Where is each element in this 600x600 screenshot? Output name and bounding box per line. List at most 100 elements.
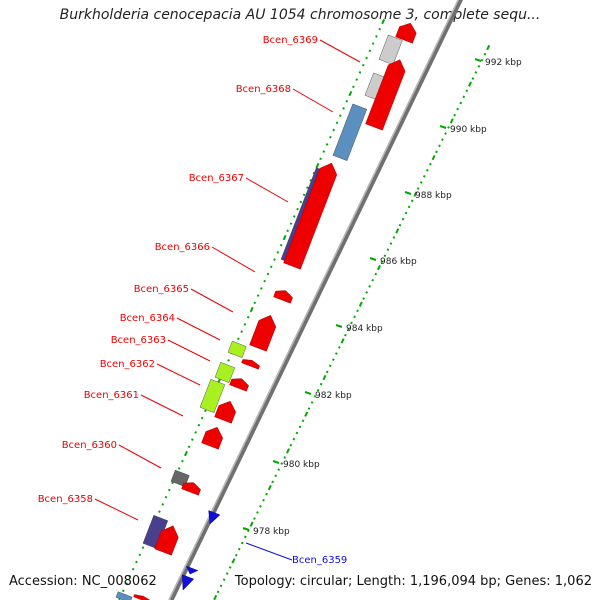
inner-track-dot bbox=[253, 301, 257, 305]
inner-track-dot bbox=[161, 503, 165, 506]
inner-track-dot bbox=[167, 488, 171, 492]
outer-track-dot bbox=[344, 333, 347, 337]
inner-track-tick bbox=[282, 234, 287, 241]
inner-track-tick bbox=[348, 90, 353, 97]
inner-track-dot bbox=[181, 459, 184, 463]
outer-track-dot bbox=[474, 71, 478, 74]
outer-track-dot bbox=[262, 498, 265, 502]
outer-track-dot bbox=[371, 278, 375, 282]
inner-track-dot bbox=[302, 193, 306, 197]
gene-label-leader bbox=[245, 542, 293, 561]
inner-track-dot bbox=[299, 200, 303, 204]
gene-label: Bcen_6358 bbox=[38, 494, 93, 505]
inner-track-dot bbox=[332, 128, 336, 132]
inner-track-dot bbox=[368, 49, 372, 53]
inner-track-dot bbox=[276, 251, 280, 254]
inner-track-dot bbox=[329, 135, 332, 139]
gene-label: Bcen_6365 bbox=[134, 284, 189, 295]
inner-track-dot bbox=[358, 71, 362, 74]
gene-label: Bcen_6369 bbox=[263, 35, 318, 46]
outer-track-dot bbox=[244, 535, 247, 539]
scale-tick bbox=[335, 324, 343, 328]
outer-track-dot bbox=[331, 358, 335, 361]
outer-track-dot bbox=[289, 443, 293, 447]
reverse-gene-arrow-9 bbox=[181, 482, 201, 496]
gene-label-leader bbox=[211, 246, 256, 273]
scale-labels: 978 kbp 980 kbp 982 kbp 984 kbp 986 kbp 988 k… bbox=[242, 58, 522, 537]
gene-label: Bcen_6361 bbox=[84, 390, 139, 401]
inner-track-dot bbox=[375, 35, 378, 38]
outer-track-tick bbox=[431, 154, 436, 161]
outer-track-dot bbox=[453, 113, 456, 117]
outer-track-dot bbox=[328, 364, 332, 368]
inner-track-dot bbox=[204, 409, 207, 413]
outer-track-dot bbox=[219, 584, 223, 588]
outer-track-tick bbox=[358, 301, 363, 307]
inner-track-dot bbox=[227, 359, 230, 362]
inner-track-dot bbox=[243, 323, 247, 326]
reverse-gene-arrow-7 bbox=[214, 400, 236, 424]
inner-track-dot bbox=[296, 207, 299, 211]
outer-track-dot bbox=[435, 150, 438, 154]
outer-track-dot bbox=[338, 346, 341, 349]
reverse-gene-arrow-11 bbox=[133, 594, 151, 600]
inner-track-dot bbox=[141, 546, 145, 549]
category-box-7 bbox=[170, 469, 190, 487]
outer-track-dot bbox=[277, 468, 281, 471]
outer-track-dot bbox=[259, 505, 262, 508]
gene-label: Bcen_6360 bbox=[62, 440, 117, 451]
scale-label: 992 kbp bbox=[485, 58, 522, 68]
accession-label: Accession: NC_008062 bbox=[9, 574, 157, 589]
inner-track-dot bbox=[128, 575, 132, 578]
inner-track-dot bbox=[365, 56, 368, 60]
reverse-gene-arrow-8 bbox=[201, 426, 223, 450]
outer-track-dot bbox=[410, 199, 414, 203]
inner-track-dot bbox=[325, 143, 329, 146]
category-box-0 bbox=[378, 34, 403, 65]
scale-label: 982 kbp bbox=[315, 391, 352, 401]
reverse-gene-arrow-1 bbox=[365, 59, 406, 131]
inner-track-dot bbox=[273, 258, 276, 261]
scale-label: 978 kbp bbox=[253, 527, 290, 537]
reverse-strand-genes bbox=[133, 22, 417, 600]
inner-track-tick bbox=[183, 450, 188, 457]
gene-label: Bcen_6359 bbox=[292, 555, 347, 566]
inner-track-tick bbox=[315, 162, 320, 169]
outer-track-tick bbox=[468, 81, 472, 87]
inner-track-dot bbox=[240, 330, 243, 333]
reverse-gene-arrow-0 bbox=[395, 22, 417, 44]
category-box-4 bbox=[227, 340, 247, 358]
outer-track-dot bbox=[325, 370, 329, 374]
outer-track-dot bbox=[480, 58, 484, 62]
outer-track-dot bbox=[362, 297, 365, 300]
scale-tick bbox=[404, 191, 412, 195]
scale-label: 984 kbp bbox=[346, 324, 383, 334]
inner-track-dot bbox=[135, 560, 138, 564]
outer-track-dot bbox=[319, 382, 323, 386]
outer-track-dot bbox=[398, 223, 402, 227]
inner-track-dot bbox=[246, 315, 250, 319]
outer-track-dot bbox=[310, 401, 314, 404]
inner-track-dot bbox=[260, 287, 263, 290]
outer-track-dot bbox=[234, 553, 238, 557]
outer-track-dot bbox=[462, 95, 466, 99]
inner-track-dot bbox=[322, 150, 326, 153]
inner-track-dot bbox=[256, 294, 260, 297]
outer-track-dot bbox=[392, 236, 396, 239]
gene-label-leader bbox=[292, 88, 334, 113]
outer-track-tick bbox=[213, 594, 218, 600]
outer-track-dot bbox=[347, 327, 350, 331]
outer-track-dot bbox=[471, 77, 475, 80]
outer-track-dot bbox=[356, 309, 359, 313]
outer-track-dot bbox=[240, 541, 244, 545]
gene-label: Bcen_6368 bbox=[236, 84, 291, 95]
outer-track-tick bbox=[304, 411, 309, 417]
gene-label-leader bbox=[319, 39, 361, 63]
outer-track-dot bbox=[483, 52, 487, 56]
reverse-gene-arrow-4 bbox=[249, 314, 277, 352]
outer-track-dot bbox=[222, 578, 226, 581]
gene-label: Bcen_6363 bbox=[111, 335, 166, 346]
inner-track-dot bbox=[361, 63, 365, 67]
gene-label-leader bbox=[94, 498, 139, 521]
